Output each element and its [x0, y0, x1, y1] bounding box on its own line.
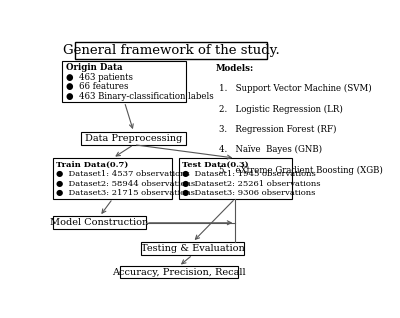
Text: 5.   eXtreme Gradient Boosting (XGB): 5. eXtreme Gradient Boosting (XGB)	[219, 165, 383, 175]
Text: Train Data(0.7): Train Data(0.7)	[56, 161, 128, 169]
Text: ●  463 Binary-classification labels: ● 463 Binary-classification labels	[66, 92, 213, 101]
Text: 1.   Support Vector Machine (SVM): 1. Support Vector Machine (SVM)	[219, 84, 372, 93]
Text: Accuracy, Precision, Recall: Accuracy, Precision, Recall	[112, 268, 246, 277]
Text: ●  Dataset3: 9306 observations: ● Dataset3: 9306 observations	[182, 189, 315, 197]
Text: ●  Dataset2: 25261 observations: ● Dataset2: 25261 observations	[182, 179, 320, 188]
Text: ●  Dataset3: 21715 observations: ● Dataset3: 21715 observations	[56, 189, 195, 197]
Text: 3.   Regression Forest (RF): 3. Regression Forest (RF)	[219, 125, 336, 134]
FancyBboxPatch shape	[62, 61, 186, 102]
Text: ●  Dataset2: 58944 observations: ● Dataset2: 58944 observations	[56, 179, 195, 188]
FancyBboxPatch shape	[75, 42, 267, 59]
Text: ●  Dataset1: 4537 observations: ● Dataset1: 4537 observations	[56, 170, 190, 178]
FancyBboxPatch shape	[53, 217, 146, 229]
FancyBboxPatch shape	[142, 242, 244, 255]
Text: Origin Data: Origin Data	[66, 64, 122, 73]
Text: Models:: Models:	[216, 64, 254, 73]
Text: 4.   Naïve  Bayes (GNB): 4. Naïve Bayes (GNB)	[219, 145, 322, 154]
Text: ●  Dataset1: 1945 observations: ● Dataset1: 1945 observations	[182, 170, 316, 178]
Text: General framework of the study.: General framework of the study.	[62, 44, 279, 57]
Text: Data Preprocessing: Data Preprocessing	[85, 134, 182, 143]
Text: 2.   Logistic Regression (LR): 2. Logistic Regression (LR)	[219, 105, 343, 114]
Text: Model Construction: Model Construction	[50, 218, 149, 227]
FancyBboxPatch shape	[81, 132, 186, 145]
FancyBboxPatch shape	[53, 158, 172, 198]
Text: ●  66 features: ● 66 features	[66, 82, 128, 91]
FancyBboxPatch shape	[179, 158, 292, 198]
Text: Testing & Evaluation: Testing & Evaluation	[141, 244, 244, 253]
FancyBboxPatch shape	[120, 266, 238, 278]
Text: ●  463 patients: ● 463 patients	[66, 73, 132, 82]
Text: Test Data(0.3): Test Data(0.3)	[182, 161, 248, 169]
